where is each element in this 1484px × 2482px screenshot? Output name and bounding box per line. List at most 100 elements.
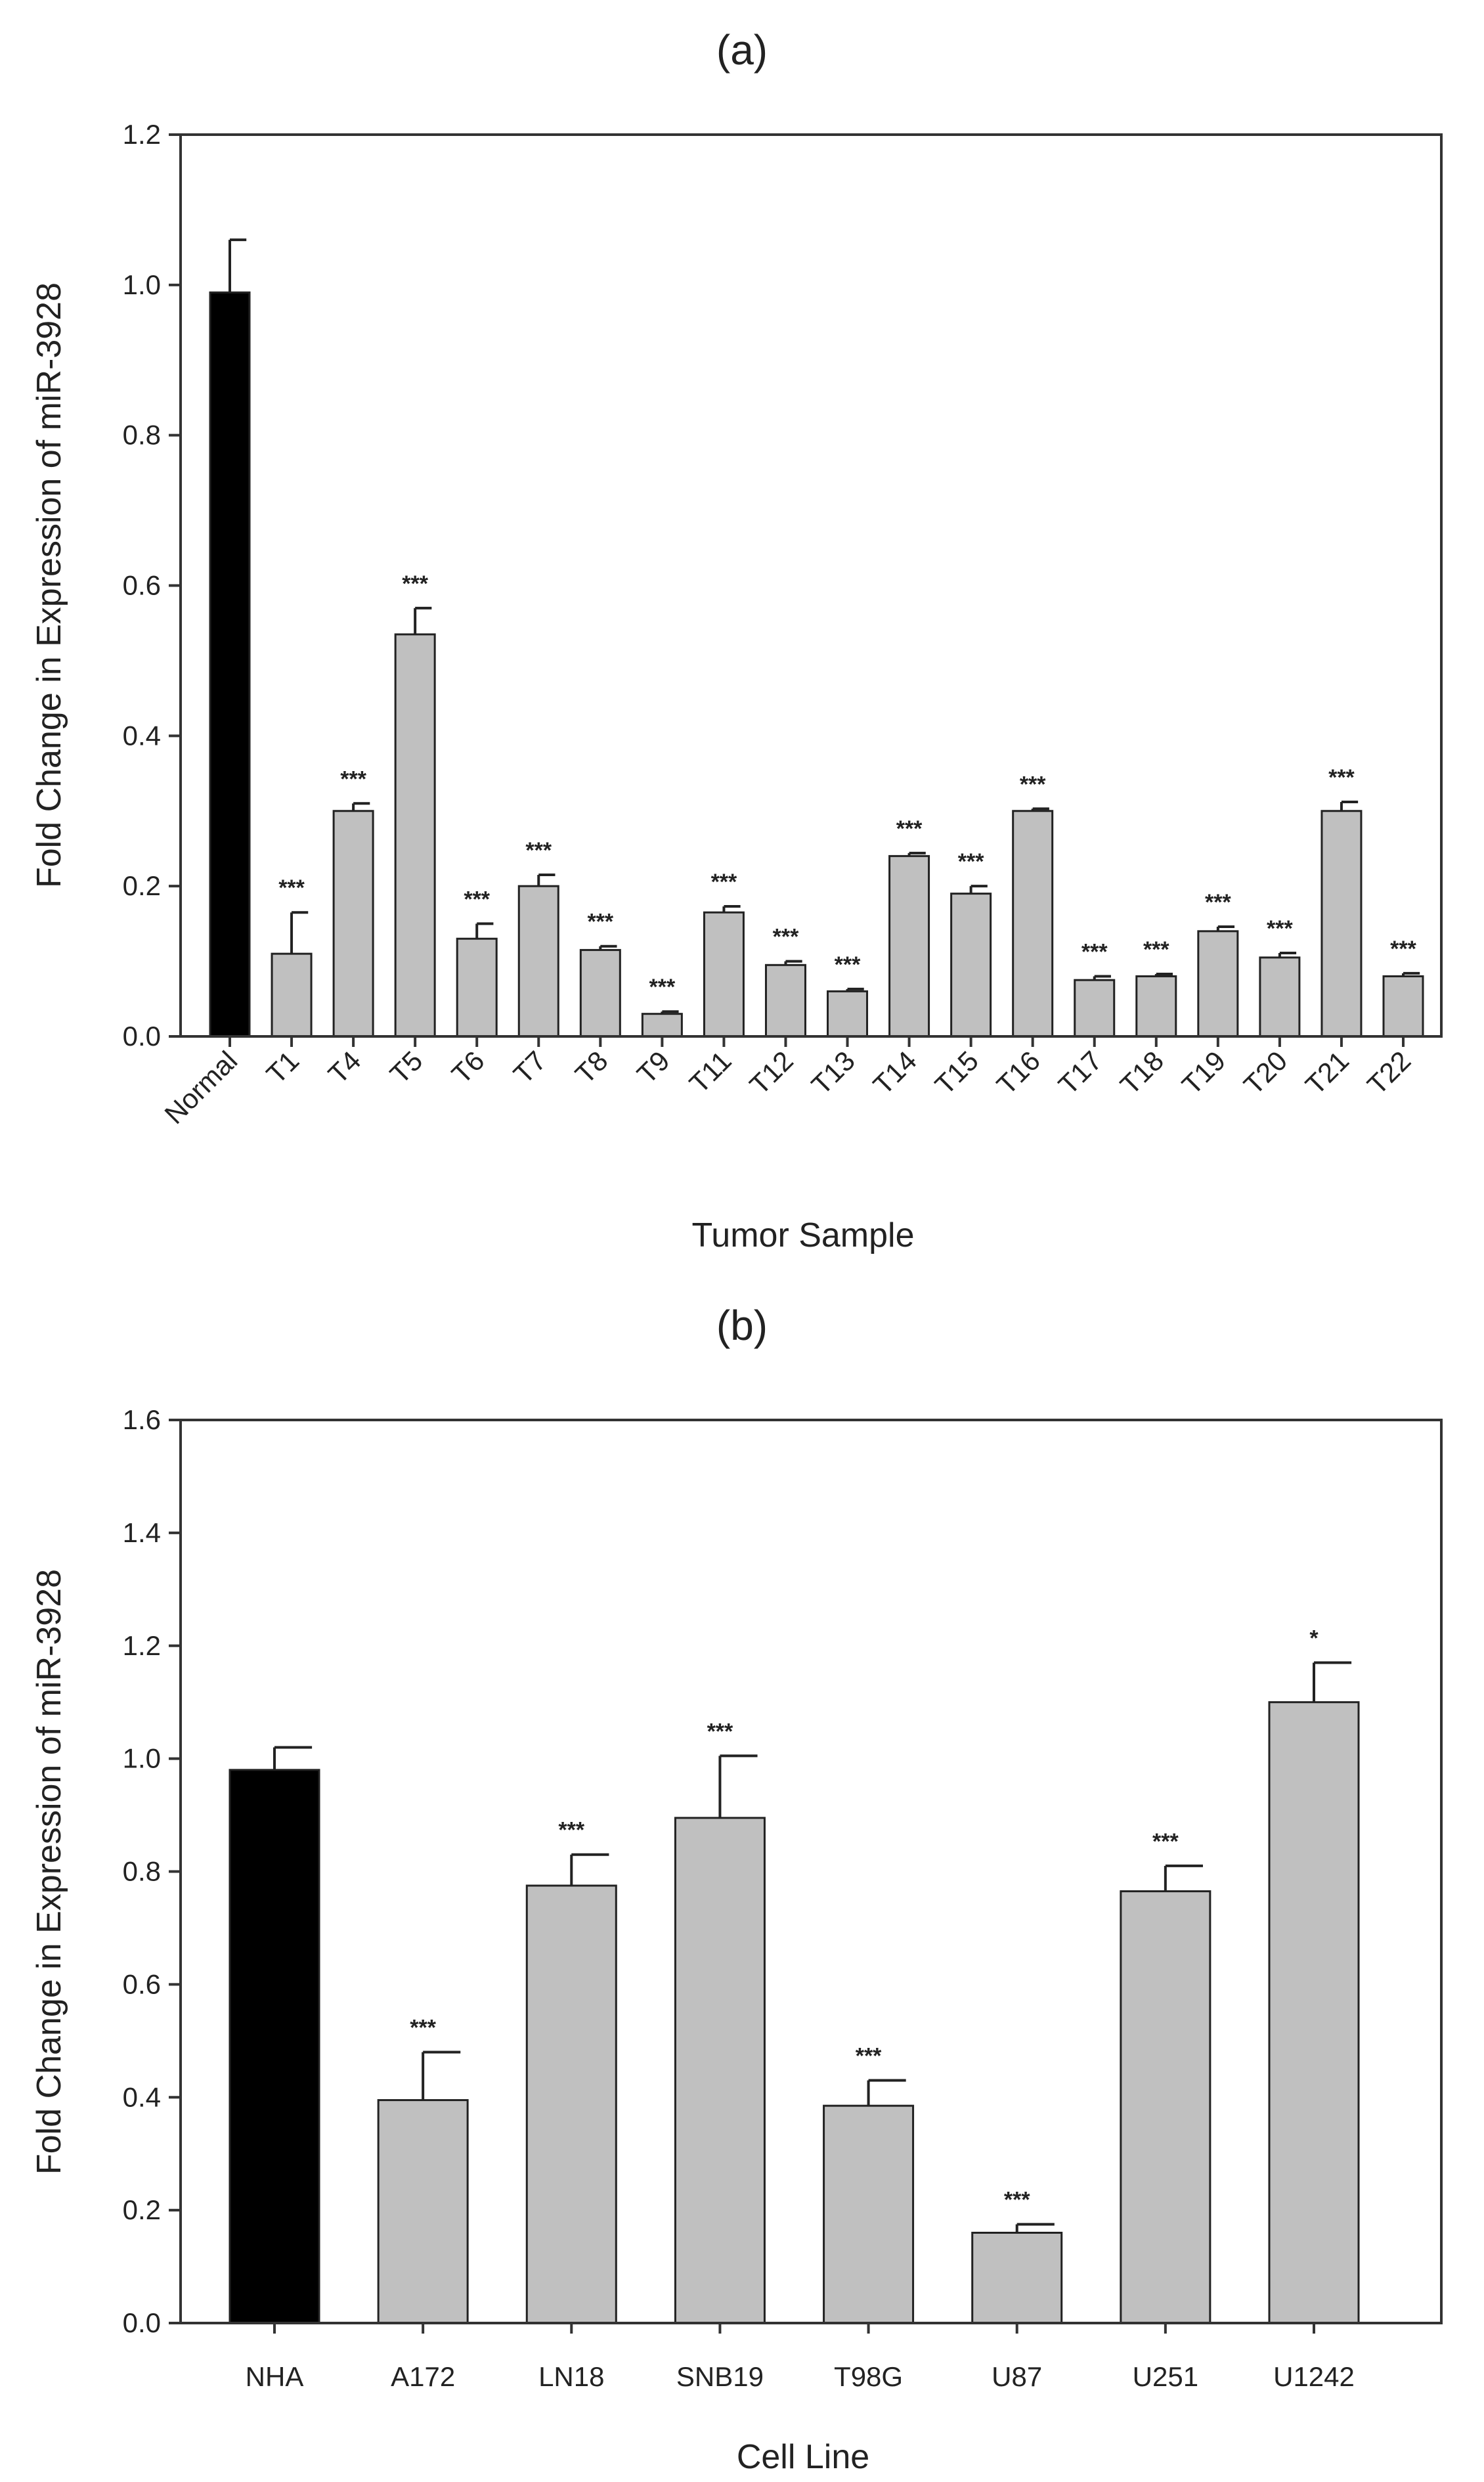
bar-b	[674, 1817, 766, 2324]
bar-b	[1120, 1890, 1211, 2324]
x-tick-label-a: T5	[384, 1045, 429, 1090]
x-tick-label-a: T17	[1053, 1045, 1108, 1100]
x-tick-label-b: U1242	[1273, 2361, 1355, 2392]
x-tick-label-a: T15	[929, 1045, 984, 1100]
y-tick-label-b: 1.0	[123, 1743, 161, 1774]
x-tick-label-a: T20	[1238, 1045, 1293, 1100]
x-tick-label-a: T1	[261, 1045, 305, 1090]
bar-a	[950, 893, 992, 1038]
bar-a	[888, 854, 930, 1038]
significance-label-a: ***	[649, 975, 676, 1000]
x-tick-label-a: T7	[508, 1045, 552, 1090]
bar-b	[229, 1769, 320, 2324]
x-tick-label-b: LN18	[538, 2361, 604, 2392]
y-tick-label-a: 1.0	[123, 269, 161, 300]
significance-label-a: ***	[835, 952, 861, 977]
panel-b-marks: 0.0 0.2 0.4 0.6 0.8 1.0 1.2 1.4 1.6 NHA A172 *** LN1…	[123, 1404, 1360, 2392]
y-tick-label-b: 0.2	[123, 2194, 161, 2225]
bar-b	[971, 2232, 1063, 2324]
x-tick-label-b: T98G	[834, 2361, 903, 2392]
x-tick-label-a: T9	[631, 1045, 676, 1090]
panel-a: (a) 0.0 0.2 0.4 0.6 0.8 1.0 1.2 Normal T1 *** T4 **…	[30, 26, 1443, 1254]
significance-label-b: ***	[558, 1818, 584, 1843]
significance-label-a: ***	[773, 925, 799, 950]
significance-label-a: ***	[587, 910, 613, 935]
significance-label-b: *	[1309, 1626, 1319, 1651]
bar-a	[1074, 979, 1116, 1038]
significance-label-a: ***	[1143, 937, 1169, 962]
y-axis-title-b: Fold Change in Expression of miR-3928	[30, 1569, 68, 2175]
bar-b	[377, 2099, 469, 2324]
y-tick-label-a: 0.4	[123, 720, 161, 751]
significance-label-a: ***	[525, 838, 552, 863]
x-tick-label-a: T22	[1361, 1045, 1416, 1100]
panel-a-marks: 0.0 0.2 0.4 0.6 0.8 1.0 1.2 Normal T1 *** T4 *** T5 *…	[123, 119, 1424, 1130]
y-tick-label-a: 0.0	[123, 1021, 161, 1052]
bar-a	[1135, 975, 1177, 1038]
bar-a	[764, 964, 806, 1038]
x-tick-label-b: U251	[1133, 2361, 1198, 2392]
significance-label-a: ***	[1267, 916, 1293, 941]
bar-a	[209, 291, 251, 1038]
bar-a	[1382, 975, 1424, 1038]
bar-a	[1197, 930, 1239, 1038]
significance-label-b: ***	[410, 2016, 436, 2041]
significance-label-a: ***	[1020, 772, 1046, 797]
y-tick-label-b: 1.4	[123, 1517, 161, 1548]
panel-label-a: (a)	[716, 26, 768, 74]
significance-label-b: ***	[707, 1719, 733, 1744]
bar-a	[579, 948, 621, 1038]
y-tick-label-a: 0.6	[123, 570, 161, 601]
significance-label-a: ***	[464, 887, 490, 912]
x-axis-title-b: Cell Line	[737, 2438, 869, 2476]
bar-a	[703, 911, 745, 1038]
x-tick-label-a: T12	[743, 1045, 798, 1100]
significance-label-a: ***	[1390, 937, 1416, 962]
y-tick-label-b: 0.8	[123, 1856, 161, 1887]
x-tick-label-a: T18	[1114, 1045, 1169, 1100]
x-tick-label-a: T6	[446, 1045, 491, 1090]
x-tick-label-a: T8	[569, 1045, 614, 1090]
y-tick-label-a: 0.8	[123, 420, 161, 451]
y-tick-label-b: 1.2	[123, 1630, 161, 1661]
significance-label-b: ***	[856, 2043, 882, 2068]
plot-frame-a	[179, 133, 1443, 1038]
significance-label-a: ***	[1081, 939, 1108, 964]
y-tick-label-a: 0.2	[123, 870, 161, 901]
y-tick-label-b: 0.6	[123, 1968, 161, 1999]
significance-label-b: ***	[1152, 1829, 1179, 1854]
y-tick-label-b: 0.0	[123, 2307, 161, 2338]
bar-a	[1259, 956, 1301, 1038]
significance-label-a: ***	[1328, 765, 1355, 790]
bar-a	[1320, 810, 1363, 1038]
bar-a	[456, 937, 498, 1038]
panel-label-b: (b)	[716, 1302, 768, 1349]
x-tick-label-a: T16	[991, 1045, 1046, 1100]
x-tick-label-a: T21	[1299, 1045, 1355, 1100]
x-tick-label-b: A172	[391, 2361, 455, 2392]
x-tick-label-a: T4	[322, 1045, 367, 1090]
plot-frame-b	[179, 1419, 1443, 2324]
significance-label-a: ***	[340, 766, 366, 791]
x-tick-label-a: Normal	[158, 1045, 243, 1130]
significance-label-a: ***	[278, 875, 305, 900]
x-tick-label-a: T14	[867, 1045, 923, 1100]
bar-b	[1268, 1701, 1360, 2324]
bar-a	[1012, 810, 1054, 1038]
bar-a	[827, 990, 869, 1038]
bar-b	[823, 2104, 915, 2324]
bar-b	[525, 1884, 617, 2324]
bar-a	[641, 1013, 683, 1038]
significance-label-a: ***	[402, 571, 428, 596]
significance-label-b: ***	[1004, 2188, 1030, 2213]
x-axis-title-a: Tumor Sample	[691, 1216, 914, 1254]
bar-a	[271, 952, 313, 1038]
bar-a	[332, 810, 374, 1038]
x-tick-label-b: NHA	[246, 2361, 304, 2392]
x-tick-label-b: SNB19	[676, 2361, 764, 2392]
bar-a	[394, 633, 436, 1038]
y-axis-title-a: Fold Change in Expression of miR-3928	[30, 282, 68, 888]
y-tick-label-b: 0.4	[123, 2081, 161, 2112]
